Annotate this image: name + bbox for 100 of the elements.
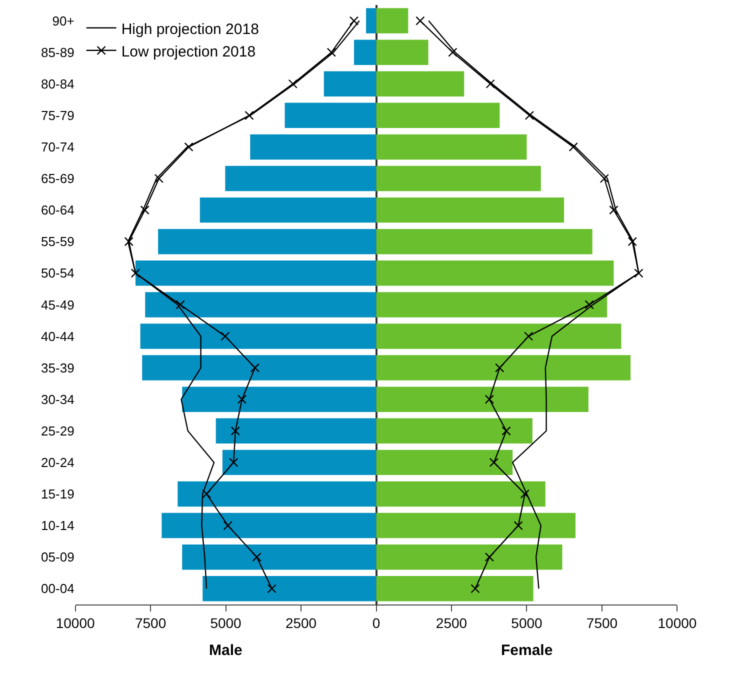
bar [376,134,527,160]
point [609,205,618,215]
bar [366,8,376,34]
y-tick-label: 55-59 [41,234,74,250]
bar [140,324,376,349]
point [229,458,238,468]
point [600,174,609,184]
legend-label: Low projection 2018 [121,43,256,60]
bar [202,576,376,602]
point [202,489,212,499]
bar [376,102,500,128]
bar [182,386,376,412]
y-tick-label: 00-04 [41,581,74,596]
bar [178,481,376,507]
bar [376,197,564,223]
y-tick-label: 15-19 [41,486,74,502]
bar [376,450,513,476]
x-tick-label: 5000 [210,615,242,632]
point [524,332,534,341]
bar [376,166,541,192]
bar [142,355,376,380]
bar [250,134,376,160]
x-tick-label: 2500 [285,615,317,632]
y-tick-label: 50-54 [41,266,74,281]
point [349,16,359,26]
point [244,110,254,120]
point [124,237,134,246]
x-tick-label: 10000 [56,615,95,632]
point [184,142,194,152]
point [267,584,276,594]
y-tick-label: 35-39 [41,360,74,376]
point [495,363,504,372]
y-tick-label: 10-14 [41,518,74,534]
point [237,394,247,404]
point [484,552,494,562]
bar [376,512,576,538]
y-tick-label: 80-84 [41,76,74,92]
bar [376,544,562,570]
point [568,142,578,152]
x-tick-label: 2500 [436,615,468,632]
y-tick-label: 20-24 [41,454,74,470]
bar [135,260,376,286]
point [524,110,534,120]
point [514,520,523,530]
legend-label: High projection 2018 [121,20,259,38]
x-tick-label: 0 [372,615,380,632]
point [486,79,495,88]
point [628,237,637,246]
point [230,426,240,436]
bar [376,228,592,254]
x-tick-label: 5000 [511,615,543,632]
bar [376,355,631,380]
bar [158,228,376,254]
bar [182,544,376,570]
bar [376,386,588,412]
y-tick-label: 70-74 [41,140,74,155]
bar [162,512,376,538]
point [489,458,499,468]
point [154,174,164,184]
y-tick-label: 85-89 [41,44,74,60]
point [484,394,494,404]
bar [145,292,376,318]
bar [225,166,376,192]
bar [376,8,408,34]
y-tick-label: 05-09 [41,550,74,565]
bar [200,197,376,223]
x-tick-label: 7500 [586,615,618,632]
y-tick-label: 40-44 [41,328,74,344]
point [326,48,336,57]
point [250,363,260,372]
bar [376,292,608,318]
y-tick-label: 75-79 [41,108,74,123]
point [448,48,458,57]
point [584,300,594,310]
bar [376,40,428,65]
y-tick-label: 45-49 [41,297,74,312]
point [223,520,232,530]
y-tick-label: 90+ [52,13,74,28]
point [140,205,150,215]
bar [376,418,532,444]
text: Male [209,642,242,659]
point [520,489,530,499]
point [220,332,230,341]
bar [222,450,376,476]
point [252,552,262,562]
bar [376,324,622,349]
x-tick-label: 7500 [134,615,166,632]
point [130,268,140,278]
y-tick-label: 25-29 [41,423,74,438]
text: Female [501,642,553,659]
x-tick-label: 10000 [658,615,697,632]
point [288,79,298,88]
bar [324,71,376,96]
y-tick-label: 65-69 [41,171,74,186]
bar [354,40,376,65]
y-tick-label: 30-34 [41,392,74,407]
point [416,16,425,26]
y-tick-label: 60-64 [41,202,74,218]
bar [376,260,614,286]
point [470,584,480,594]
